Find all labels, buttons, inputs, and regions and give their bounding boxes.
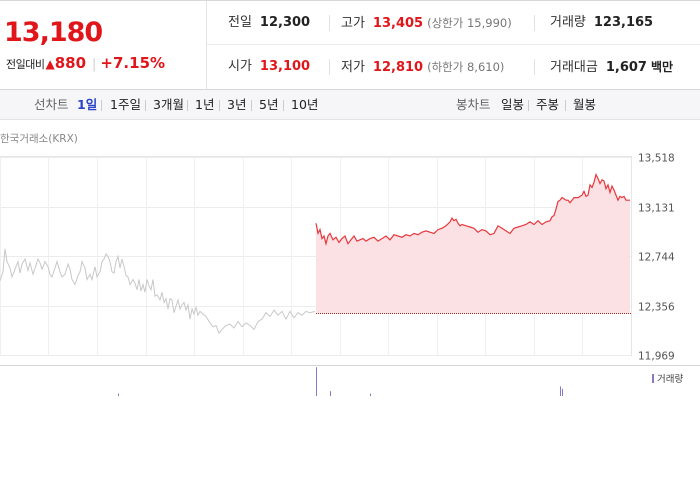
y-tick-label: 12,744: [638, 252, 675, 264]
chart-tabbar: 선차트 1일 1주일 3개월 1년 3년 5년 10년 봉차트 일봉 주봉 월봉: [0, 90, 700, 120]
tab-1d[interactable]: 1일: [77, 97, 98, 112]
lower-limit-note: (하한가 8,610): [427, 60, 505, 74]
stats-panel: 전일 12,300 고가 13,405 (상한가 15,990) 거래량 123,165…: [207, 1, 700, 89]
y-tick-label: 13,518: [638, 153, 675, 165]
stat-low: 저가 12,810 (하한가 8,610): [341, 45, 504, 89]
stats-row-2: 시가 13,100 저가 12,810 (하한가 8,610) 거래대금 1,607 백만: [207, 45, 700, 89]
stat-label: 전일: [228, 15, 252, 30]
volume-bar: [560, 386, 561, 396]
tab-separator: [101, 100, 102, 111]
tab-separator: [251, 100, 252, 111]
change-row: 전일대비▲880 | +7.15%: [6, 54, 165, 72]
stat-open: 시가 13,100: [228, 45, 310, 89]
stat-value: 12,300: [259, 15, 311, 30]
stat-value: 1,607: [605, 60, 647, 75]
volume-bar: [118, 393, 119, 396]
change-value: 880: [54, 54, 87, 72]
tab-1w[interactable]: 1주일: [110, 97, 141, 112]
tab-separator: [145, 100, 146, 111]
stat-volume: 거래량 123,165: [550, 1, 653, 45]
tab-5y[interactable]: 5년: [259, 97, 279, 112]
divider: [534, 15, 535, 31]
stat-value: 12,810: [372, 60, 424, 75]
tab-separator: [219, 100, 220, 111]
tab-monthly-candle[interactable]: 월봉: [573, 97, 597, 112]
tab-separator: [565, 100, 566, 111]
volume-bar: [330, 391, 331, 396]
tab-weekly-candle[interactable]: 주봉: [536, 97, 560, 112]
volume-bar: [316, 367, 317, 396]
stat-label: 시가: [228, 59, 252, 74]
y-tick-label: 13,131: [638, 203, 675, 215]
tab-1y[interactable]: 1년: [195, 97, 215, 112]
series-line-before: [0, 248, 316, 335]
stat-unit: 백만: [650, 60, 674, 74]
tab-10y[interactable]: 10년: [291, 97, 319, 112]
quote-header: 13,180 전일대비▲880 | +7.15% 전일 12,300 고가 13,405…: [0, 0, 700, 90]
volume-bar: [562, 388, 563, 396]
stat-label: 거래대금: [550, 60, 598, 75]
line-chart-title: 선차트: [34, 97, 69, 112]
stat-label: 거래량: [550, 15, 586, 30]
candle-chart-title: 봉차트: [456, 97, 491, 112]
series-area-fill: [316, 174, 630, 314]
tab-3m[interactable]: 3개월: [153, 97, 184, 112]
current-price: 13,180: [4, 17, 103, 48]
y-tick-label: 12,356: [638, 302, 675, 314]
stat-value: 13,405: [372, 16, 424, 31]
stat-amount: 거래대금 1,607 백만: [550, 45, 673, 89]
tab-3y[interactable]: 3년: [227, 97, 247, 112]
tab-separator: [528, 100, 529, 111]
volume-legend-swatch: [652, 374, 654, 383]
tab-daily-candle[interactable]: 일봉: [501, 97, 525, 112]
change-separator: |: [92, 57, 97, 72]
divider: [329, 59, 330, 75]
divider: [534, 59, 535, 75]
volume-legend-label: 거래량: [657, 373, 683, 385]
price-box: 13,180 전일대비▲880 | +7.15%: [0, 1, 207, 89]
stat-prev-close: 전일 12,300: [228, 1, 310, 45]
volume-bar: [370, 393, 371, 396]
stat-label: 저가: [341, 60, 365, 75]
stats-row-1: 전일 12,300 고가 13,405 (상한가 15,990) 거래량 123,165: [207, 1, 700, 45]
stat-high: 고가 13,405 (상한가 15,990): [341, 1, 512, 45]
stat-value: 13,100: [259, 59, 311, 74]
data-source-label: 한국거래소(KRX): [0, 133, 78, 145]
y-tick-label: 11,969: [638, 351, 675, 363]
upper-limit-note: (상한가 15,990): [427, 16, 512, 30]
stat-label: 고가: [341, 16, 365, 31]
tab-separator: [187, 100, 188, 111]
divider: [329, 15, 330, 31]
change-label: 전일대비: [6, 58, 45, 71]
tab-separator: [283, 100, 284, 111]
series-line-today: [315, 172, 630, 247]
change-percent: +7.15%: [100, 54, 166, 72]
stat-value: 123,165: [593, 15, 654, 30]
up-triangle-icon: ▲: [45, 57, 55, 71]
